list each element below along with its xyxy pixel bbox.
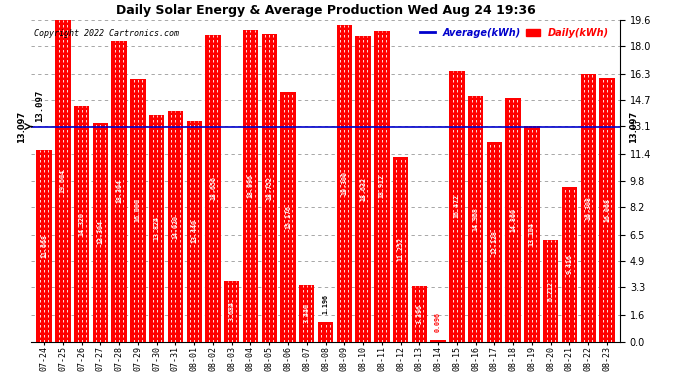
Bar	[37, 150, 52, 342]
Bar	[449, 71, 464, 342]
Bar	[262, 34, 277, 342]
Text: 11.252: 11.252	[397, 237, 404, 261]
Text: 13.304: 13.304	[97, 220, 104, 245]
Bar	[299, 285, 315, 342]
Text: 14.320: 14.320	[79, 212, 85, 236]
Text: 9.416: 9.416	[566, 254, 573, 274]
Bar	[55, 20, 70, 342]
Bar	[149, 115, 164, 342]
Text: 16.472: 16.472	[454, 194, 460, 218]
Bar	[168, 111, 183, 342]
Bar	[280, 92, 296, 342]
Text: 13.104: 13.104	[529, 222, 535, 246]
Bar	[206, 35, 221, 342]
Text: Copyright 2022 Cartronics.com: Copyright 2022 Cartronics.com	[34, 29, 179, 38]
Bar	[393, 157, 408, 342]
Text: 3.440: 3.440	[304, 303, 310, 323]
Bar	[412, 286, 427, 342]
Text: 19.604: 19.604	[60, 169, 66, 193]
Bar	[486, 142, 502, 342]
Bar	[600, 78, 615, 342]
Bar	[543, 240, 558, 342]
Text: 13.097: 13.097	[34, 89, 43, 122]
Bar	[562, 187, 577, 342]
Text: 14.020: 14.020	[172, 214, 179, 238]
Text: 1.196: 1.196	[322, 294, 328, 314]
Bar	[224, 281, 239, 342]
Text: 18.304: 18.304	[116, 179, 122, 203]
Bar	[506, 98, 521, 342]
Bar	[243, 30, 258, 342]
Text: 16.068: 16.068	[604, 198, 610, 222]
Text: 13.440: 13.440	[191, 219, 197, 243]
Bar	[374, 31, 390, 342]
Text: 18.632: 18.632	[360, 177, 366, 201]
Text: 15.176: 15.176	[285, 205, 291, 229]
Bar	[92, 123, 108, 342]
Text: 19.300: 19.300	[342, 171, 347, 195]
Bar	[130, 79, 146, 342]
Bar	[318, 322, 333, 342]
Bar	[186, 121, 202, 342]
Text: 6.212: 6.212	[548, 280, 553, 301]
Bar	[112, 41, 127, 342]
Text: 14.968: 14.968	[473, 207, 479, 231]
Bar	[74, 106, 89, 342]
Text: 18.656: 18.656	[210, 177, 216, 201]
Bar	[355, 36, 371, 342]
Title: Daily Solar Energy & Average Production Wed Aug 24 19:36: Daily Solar Energy & Average Production …	[116, 4, 535, 17]
Text: 11.668: 11.668	[41, 234, 47, 258]
Text: 13.097: 13.097	[17, 111, 26, 142]
Bar	[468, 96, 483, 342]
Text: 14.860: 14.860	[510, 208, 516, 232]
Text: 3.684: 3.684	[229, 302, 235, 321]
Bar	[580, 74, 596, 342]
Bar	[524, 126, 540, 342]
Text: 3.396: 3.396	[416, 304, 422, 324]
Text: 13.097: 13.097	[629, 111, 638, 142]
Text: 16.000: 16.000	[135, 198, 141, 222]
Text: 18.996: 18.996	[248, 174, 253, 198]
Text: 12.128: 12.128	[491, 230, 497, 254]
Bar	[337, 25, 352, 342]
Text: 16.308: 16.308	[585, 196, 591, 220]
Bar	[431, 340, 446, 342]
Text: 0.096: 0.096	[435, 312, 441, 332]
Legend: Average(kWh), Daily(kWh): Average(kWh), Daily(kWh)	[420, 28, 609, 38]
Text: 18.912: 18.912	[379, 174, 385, 198]
Text: 13.824: 13.824	[154, 216, 159, 240]
Text: 18.752: 18.752	[266, 176, 273, 200]
